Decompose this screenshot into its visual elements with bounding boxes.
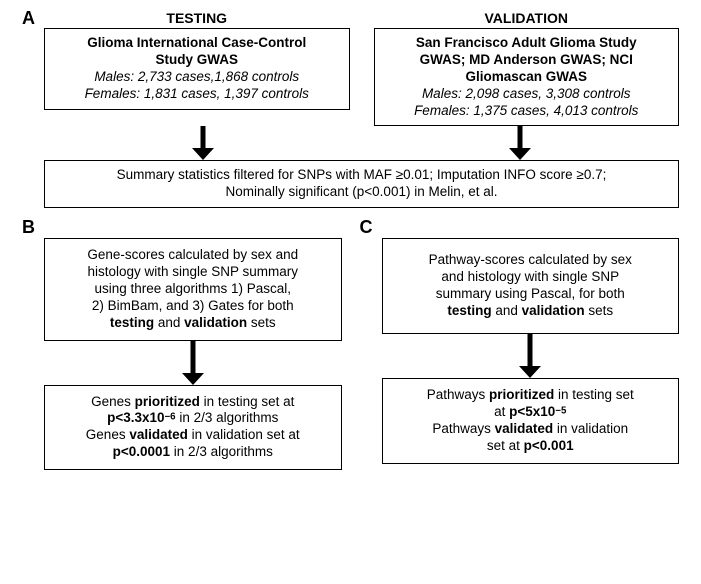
b1-l5: testing and validation sets	[55, 315, 331, 332]
c2-l4: set at p<0.001	[393, 438, 669, 455]
c1-l4-mid: and	[492, 303, 522, 318]
b1-l5-post: sets	[247, 315, 276, 330]
validation-box: San Francisco Adult Glioma Study GWAS; M…	[374, 28, 680, 126]
b2-l2: p<3.3x10−6 in 2/3 algorithms	[55, 410, 331, 427]
testing-box: Glioma International Case-Control Study …	[44, 28, 350, 110]
b1-l5-testing: testing	[110, 315, 154, 330]
c2-l2-pre: at	[494, 404, 509, 419]
c-box-1: Pathway-scores calculated by sex and his…	[382, 238, 680, 334]
validation-header: VALIDATION	[374, 10, 680, 26]
c2-l3: Pathways validated in validation	[393, 421, 669, 438]
filter-line-1: Summary statistics filtered for SNPs wit…	[55, 167, 668, 184]
b2-l2-sup: −6	[165, 412, 176, 423]
b2-l4-b: p<0.0001	[113, 444, 170, 459]
c2-l1: Pathways prioritized in testing set	[393, 387, 669, 404]
arrow-down-icon	[188, 126, 218, 160]
b2-l3-b: validated	[129, 427, 188, 442]
b2-l1-b: prioritized	[135, 394, 200, 409]
section-c: C Pathway-scores calculated by sex and h…	[382, 220, 680, 470]
b2-l1: Genes prioritized in testing set at	[55, 394, 331, 411]
arrow-testing-cell	[44, 126, 362, 160]
panel-label-b: B	[22, 217, 35, 238]
b1-l1: Gene-scores calculated by sex and	[55, 247, 331, 264]
b1-l5-mid: and	[154, 315, 184, 330]
b2-l3-pre: Genes	[86, 427, 130, 442]
b2-l4: p<0.0001 in 2/3 algorithms	[55, 444, 331, 461]
c2-l1-pre: Pathways	[427, 387, 489, 402]
b2-l2-post: in 2/3 algorithms	[176, 410, 279, 425]
c2-l3-b: validated	[495, 421, 554, 436]
c2-l1-b: prioritized	[489, 387, 554, 402]
arrow-down-icon	[178, 341, 208, 385]
validation-males: Males: 2,098 cases, 3,308 controls	[385, 86, 669, 103]
c2-l1-post: in testing set	[554, 387, 634, 402]
c-box-2: Pathways prioritized in testing set at p…	[382, 378, 680, 464]
c1-l4-post: sets	[585, 303, 614, 318]
c1-l1: Pathway-scores calculated by sex	[393, 252, 669, 269]
b1-l4: 2) BimBam, and 3) Gates for both	[55, 298, 331, 315]
arrow-down-icon	[515, 334, 545, 378]
b1-l5-validation: validation	[184, 315, 247, 330]
testing-column: TESTING Glioma International Case-Contro…	[44, 10, 350, 126]
b-box-2: Genes prioritized in testing set at p<3.…	[44, 385, 342, 471]
arrow-b-cell	[44, 341, 342, 385]
validation-column: VALIDATION San Francisco Adult Glioma St…	[374, 10, 680, 126]
b1-l3: using three algorithms 1) Pascal,	[55, 281, 331, 298]
arrow-c-cell	[382, 334, 680, 378]
sections-b-c-row: B Gene-scores calculated by sex and hist…	[44, 220, 679, 470]
testing-males: Males: 2,733 cases,1,868 controls	[55, 69, 339, 86]
b-box-1: Gene-scores calculated by sex and histol…	[44, 238, 342, 340]
validation-title-2: GWAS; MD Anderson GWAS; NCI	[385, 52, 669, 69]
b2-l2-b: p<3.3x10	[107, 410, 164, 425]
testing-title-2: Study GWAS	[55, 52, 339, 69]
c1-l3: summary using Pascal, for both	[393, 286, 669, 303]
c2-l3-pre: Pathways	[432, 421, 494, 436]
filter-line-2: Nominally significant (p<0.001) in Melin…	[55, 184, 668, 201]
panel-label-a: A	[22, 8, 35, 29]
c2-l3-post: in validation	[553, 421, 628, 436]
arrow-row-top	[44, 126, 679, 160]
c1-l4-testing: testing	[447, 303, 491, 318]
validation-title-1: San Francisco Adult Glioma Study	[385, 35, 669, 52]
arrow-down-icon	[505, 126, 535, 160]
b2-l1-pre: Genes	[91, 394, 135, 409]
b2-l1-post: in testing set at	[200, 394, 295, 409]
validation-females: Females: 1,375 cases, 4,013 controls	[385, 103, 669, 120]
filter-box: Summary statistics filtered for SNPs wit…	[44, 160, 679, 208]
figure-canvas: A TESTING Glioma International Case-Cont…	[0, 0, 701, 584]
c2-l2-sup: −5	[555, 406, 566, 417]
c2-l2-b: p<5x10	[509, 404, 555, 419]
section-b: B Gene-scores calculated by sex and hist…	[44, 220, 342, 470]
panel-a-top-row: TESTING Glioma International Case-Contro…	[44, 10, 679, 126]
testing-header: TESTING	[44, 10, 350, 26]
c2-l4-b: p<0.001	[524, 438, 574, 453]
c2-l2: at p<5x10−5	[393, 404, 669, 421]
panel-label-c: C	[360, 217, 373, 238]
b2-l4-post: in 2/3 algorithms	[170, 444, 273, 459]
c1-l4-validation: validation	[522, 303, 585, 318]
b2-l3: Genes validated in validation set at	[55, 427, 331, 444]
c2-l4-pre: set at	[487, 438, 524, 453]
testing-title-1: Glioma International Case-Control	[55, 35, 339, 52]
arrow-validation-cell	[362, 126, 680, 160]
b2-l3-post: in validation set at	[188, 427, 300, 442]
c1-l4: testing and validation sets	[393, 303, 669, 320]
c1-l2: and histology with single SNP	[393, 269, 669, 286]
b1-l2: histology with single SNP summary	[55, 264, 331, 281]
validation-title-3: Gliomascan GWAS	[385, 69, 669, 86]
testing-females: Females: 1,831 cases, 1,397 controls	[55, 86, 339, 103]
